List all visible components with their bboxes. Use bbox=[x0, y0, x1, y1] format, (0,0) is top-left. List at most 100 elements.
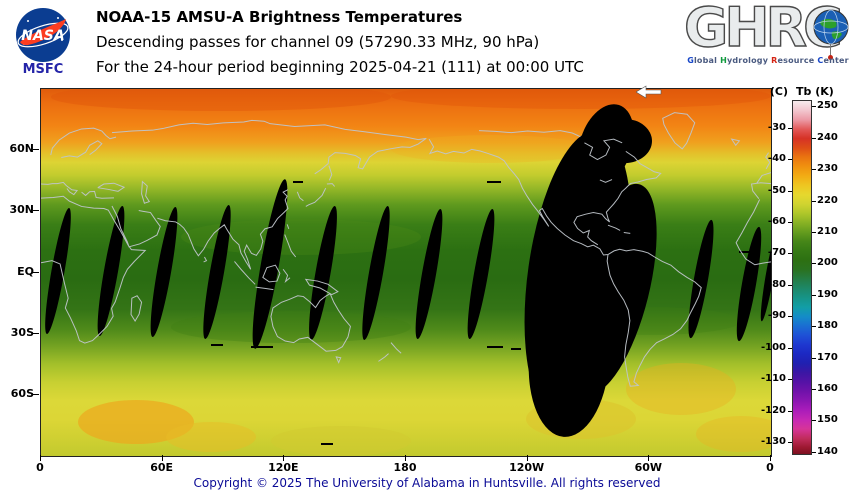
lon-tick bbox=[770, 455, 771, 461]
lon-label: 120W bbox=[509, 461, 545, 474]
lat-label: EQ bbox=[17, 264, 34, 278]
ghrc-plumb-line bbox=[830, 44, 831, 56]
colorbar-c-label: -40 bbox=[767, 153, 786, 165]
colorbar-c-tick bbox=[788, 441, 792, 443]
colorbar-k-label: 220 bbox=[817, 194, 838, 206]
coastline-americas bbox=[429, 113, 701, 387]
swath-gap bbox=[362, 206, 390, 340]
swath-gap bbox=[97, 205, 125, 337]
colorbar-k-label: 250 bbox=[817, 100, 838, 112]
colorbar bbox=[792, 100, 812, 455]
colorbar-k-tick bbox=[812, 420, 816, 422]
colorbar-c-label: -110 bbox=[760, 373, 786, 385]
scanline-artifact bbox=[293, 181, 303, 183]
lon-tick bbox=[161, 455, 163, 461]
colorbar-c-label: -130 bbox=[760, 435, 786, 447]
colorbar-c-tick bbox=[788, 222, 792, 224]
colorbar-c-tick bbox=[788, 127, 792, 129]
swath-gap bbox=[203, 205, 231, 339]
colorbar-c-tick bbox=[788, 159, 792, 161]
colorbar-k-label: 200 bbox=[817, 257, 838, 269]
ghrc-subtitle-segment: C bbox=[817, 56, 824, 65]
colorbar-k-label: 170 bbox=[817, 351, 838, 363]
colorbar-c-tick bbox=[788, 379, 792, 381]
coastline-africa bbox=[41, 196, 771, 343]
colorbar-k-tick bbox=[812, 294, 816, 296]
colorbar-k-label: 230 bbox=[817, 163, 838, 175]
lon-label: 0 bbox=[766, 461, 774, 474]
ghrc-logo: G H R C Global Hydrology Resource Center bbox=[683, 0, 852, 78]
colorbar-c-tick bbox=[788, 284, 792, 286]
ghrc-subtitle-segment: R bbox=[771, 56, 778, 65]
lat-label: 60S bbox=[10, 386, 34, 400]
coastline-layer bbox=[41, 113, 771, 387]
colorbar-c-tick bbox=[788, 347, 792, 349]
swath-gap bbox=[528, 285, 610, 437]
colorbar-k-label: 210 bbox=[817, 225, 838, 237]
colorbar-c-label: -100 bbox=[760, 341, 786, 353]
swath-gap bbox=[467, 208, 495, 340]
colorbar-k-tick bbox=[812, 231, 816, 233]
ghrc-subtitle-segment: lobal bbox=[693, 56, 721, 65]
colorbar-k-tick bbox=[812, 326, 816, 328]
colorbar-c-label: -90 bbox=[767, 310, 786, 322]
colorbar-c-tick bbox=[788, 410, 792, 412]
colorbar-c-label: -120 bbox=[760, 404, 786, 416]
swath-gap bbox=[598, 119, 652, 163]
colorbar-k-tick bbox=[812, 389, 816, 391]
scanline-artifact bbox=[321, 443, 333, 445]
lon-label: 0 bbox=[36, 461, 44, 474]
scanline-artifact bbox=[487, 346, 503, 348]
colorbar-k-tick bbox=[812, 169, 816, 171]
svg-text:NASA: NASA bbox=[21, 28, 64, 44]
colorbar-k-tick bbox=[812, 263, 816, 265]
colorbar-c-label: -50 bbox=[767, 184, 786, 196]
colorbar-c-tick bbox=[788, 316, 792, 318]
coastline-asia bbox=[112, 120, 426, 269]
lat-label: 30S bbox=[10, 325, 34, 339]
ghrc-subtitle: Global Hydrology Resource Center bbox=[684, 56, 852, 65]
scanline-artifact bbox=[739, 251, 749, 253]
ghrc-subtitle-segment: esource bbox=[777, 56, 818, 65]
colorbar-k-tick bbox=[812, 137, 816, 139]
lat-tick bbox=[33, 393, 39, 395]
colorbar-k-label: 160 bbox=[817, 383, 838, 395]
swath-gap bbox=[45, 207, 71, 335]
colorbar-c-tick bbox=[788, 253, 792, 255]
colorbar-k-tick bbox=[812, 357, 816, 359]
scanline-artifact bbox=[487, 181, 501, 183]
scanline-artifact bbox=[511, 348, 521, 350]
lat-tick bbox=[33, 149, 39, 151]
colorbar-c-label: -70 bbox=[767, 247, 786, 259]
colorbar-k-label: 140 bbox=[817, 445, 838, 457]
colorbar-c-tick bbox=[788, 190, 792, 192]
scanline-artifact-layer bbox=[211, 181, 749, 445]
map-overlay-layers bbox=[41, 89, 771, 456]
page-subtitle-channel: Descending passes for channel 09 (57290.… bbox=[96, 33, 540, 51]
lat-label: 60N bbox=[9, 142, 34, 156]
swath-gap bbox=[415, 208, 443, 340]
swath-gap-layer bbox=[45, 104, 771, 437]
lon-tick bbox=[40, 455, 41, 461]
lon-label: 60E bbox=[150, 461, 174, 474]
lon-tick bbox=[283, 455, 285, 461]
colorbar-celsius-title: (C) bbox=[769, 85, 788, 98]
page-title: NOAA-15 AMSU-A Brightness Temperatures bbox=[96, 8, 463, 26]
swath-gap bbox=[688, 219, 714, 339]
swath-gap bbox=[760, 226, 771, 322]
ghrc-subtitle-segment: G bbox=[687, 56, 694, 65]
swath-gap bbox=[736, 226, 762, 342]
colorbar-c-label: -80 bbox=[767, 278, 786, 290]
scanline-artifact bbox=[251, 346, 273, 348]
nasa-meatball-icon: NASA bbox=[16, 8, 70, 62]
lon-label: 60W bbox=[634, 461, 663, 474]
lat-tick bbox=[33, 271, 39, 273]
lat-tick bbox=[33, 332, 39, 334]
lon-tick bbox=[648, 455, 650, 461]
colorbar-k-tick bbox=[812, 451, 816, 453]
ghrc-plumb-tip bbox=[828, 55, 833, 60]
left-arrow-icon bbox=[635, 84, 662, 103]
lat-label: 30N bbox=[9, 203, 34, 217]
colorbar-k-label: 190 bbox=[817, 288, 838, 300]
